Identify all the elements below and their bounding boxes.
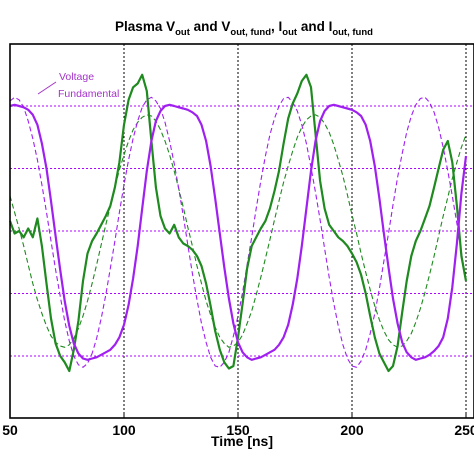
title-subscript: out [282,27,298,38]
series-line-vout [9,103,468,361]
x-tick-label: 50 [2,422,18,438]
x-tick-label: 150 [226,422,250,438]
annotation-pointer [37,81,57,95]
x-tick-layer: 50 100 150 200 250 [2,413,474,438]
plot-frame [9,43,474,419]
x-tick-label: 250 [454,422,474,438]
series-line-iout_fund [9,114,467,348]
title-subscript: out [175,27,191,38]
title-part: Plasma V [115,19,175,34]
series-line-vout_fund [9,96,467,368]
title-part: and V [190,19,231,34]
annotation-fundamental: Fundamental [58,88,119,100]
series-line-iout [8,73,468,373]
x-tick-label: 200 [340,422,364,438]
title-part: , I [271,19,282,34]
title-subscript: out, fund [332,27,373,38]
title-subscript: out, fund [230,27,271,38]
title-part: and I [297,19,332,34]
x-tick-label: 100 [112,422,136,438]
series-layer [8,73,468,373]
x-axis-label: Time [ns] [211,433,273,449]
legend-annotation: Voltage Fundamental [37,71,119,100]
chart-title: Plasma Vout and Vout, fund, Iout and Iou… [115,19,373,38]
annotation-voltage: Voltage [59,71,94,83]
